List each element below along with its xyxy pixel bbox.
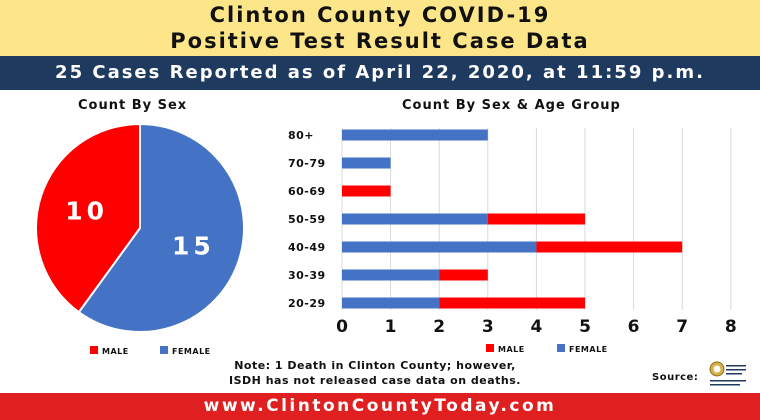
category-label: 70-79 — [288, 157, 326, 170]
category-label: 30-39 — [288, 269, 326, 282]
bar-male — [487, 213, 585, 225]
category-label: 20-29 — [288, 297, 326, 310]
bar-female — [342, 157, 391, 169]
x-tick-label: 0 — [336, 317, 348, 337]
page-title-line-1: Clinton County COVID-19 — [209, 3, 551, 27]
isdh-logo — [709, 361, 746, 386]
x-tick-label: 5 — [579, 317, 591, 337]
x-tick-label: 2 — [433, 317, 445, 337]
x-tick-label: 4 — [530, 317, 542, 337]
category-label: 50-59 — [288, 213, 326, 226]
deaths-note: Note: 1 Death in Clinton County; however… — [190, 358, 560, 388]
bar-legend-swatch-male — [486, 344, 494, 352]
footer-website: www.ClintonCountyToday.com — [0, 393, 760, 420]
page-title-line-2: Positive Test Result Case Data — [170, 29, 590, 53]
bar-female — [342, 297, 440, 309]
pie-label-male: 10 — [65, 197, 108, 226]
source-label: Source: — [652, 372, 699, 383]
note-line-1: Note: 1 Death in Clinton County; however… — [234, 359, 516, 372]
bar-male — [439, 297, 585, 309]
category-label: 60-69 — [288, 185, 326, 198]
bar-female — [342, 241, 537, 253]
bar-legend-label-female: FEMALE — [569, 345, 608, 354]
bar-female — [342, 129, 488, 141]
bar-chart-title: Count By Sex & Age Group — [402, 98, 621, 113]
pie-legend-swatch-female — [160, 346, 168, 354]
pie-legend-swatch-male — [90, 346, 98, 354]
x-tick-label: 6 — [628, 317, 640, 337]
note-line-2: ISDH has not released case data on death… — [229, 374, 521, 387]
x-tick-label: 8 — [725, 317, 737, 337]
bar-legend-swatch-female — [557, 344, 565, 352]
bar-male — [342, 185, 391, 197]
bar-female — [342, 213, 488, 225]
x-tick-label: 3 — [482, 317, 494, 337]
pie-slice-male — [35, 122, 141, 314]
subtitle-banner: 25 Cases Reported as of April 22, 2020, … — [0, 56, 760, 90]
pie-legend-label-male: MALE — [102, 347, 129, 356]
x-tick-label: 7 — [676, 317, 688, 337]
bar-female — [342, 269, 440, 281]
bar-male — [439, 269, 488, 281]
bar-legend-label-male: MALE — [498, 345, 525, 354]
pie-chart-title: Count By Sex — [78, 98, 188, 113]
x-tick-label: 1 — [385, 317, 397, 337]
category-label: 80+ — [288, 129, 314, 142]
pie-label-female: 15 — [172, 231, 215, 260]
pie-slice-female — [77, 122, 245, 333]
bar-male — [536, 241, 683, 253]
category-label: 40-49 — [288, 241, 326, 254]
title-banner: Clinton County COVID-19 Positive Test Re… — [0, 0, 760, 56]
pie-legend-label-female: FEMALE — [172, 347, 211, 356]
